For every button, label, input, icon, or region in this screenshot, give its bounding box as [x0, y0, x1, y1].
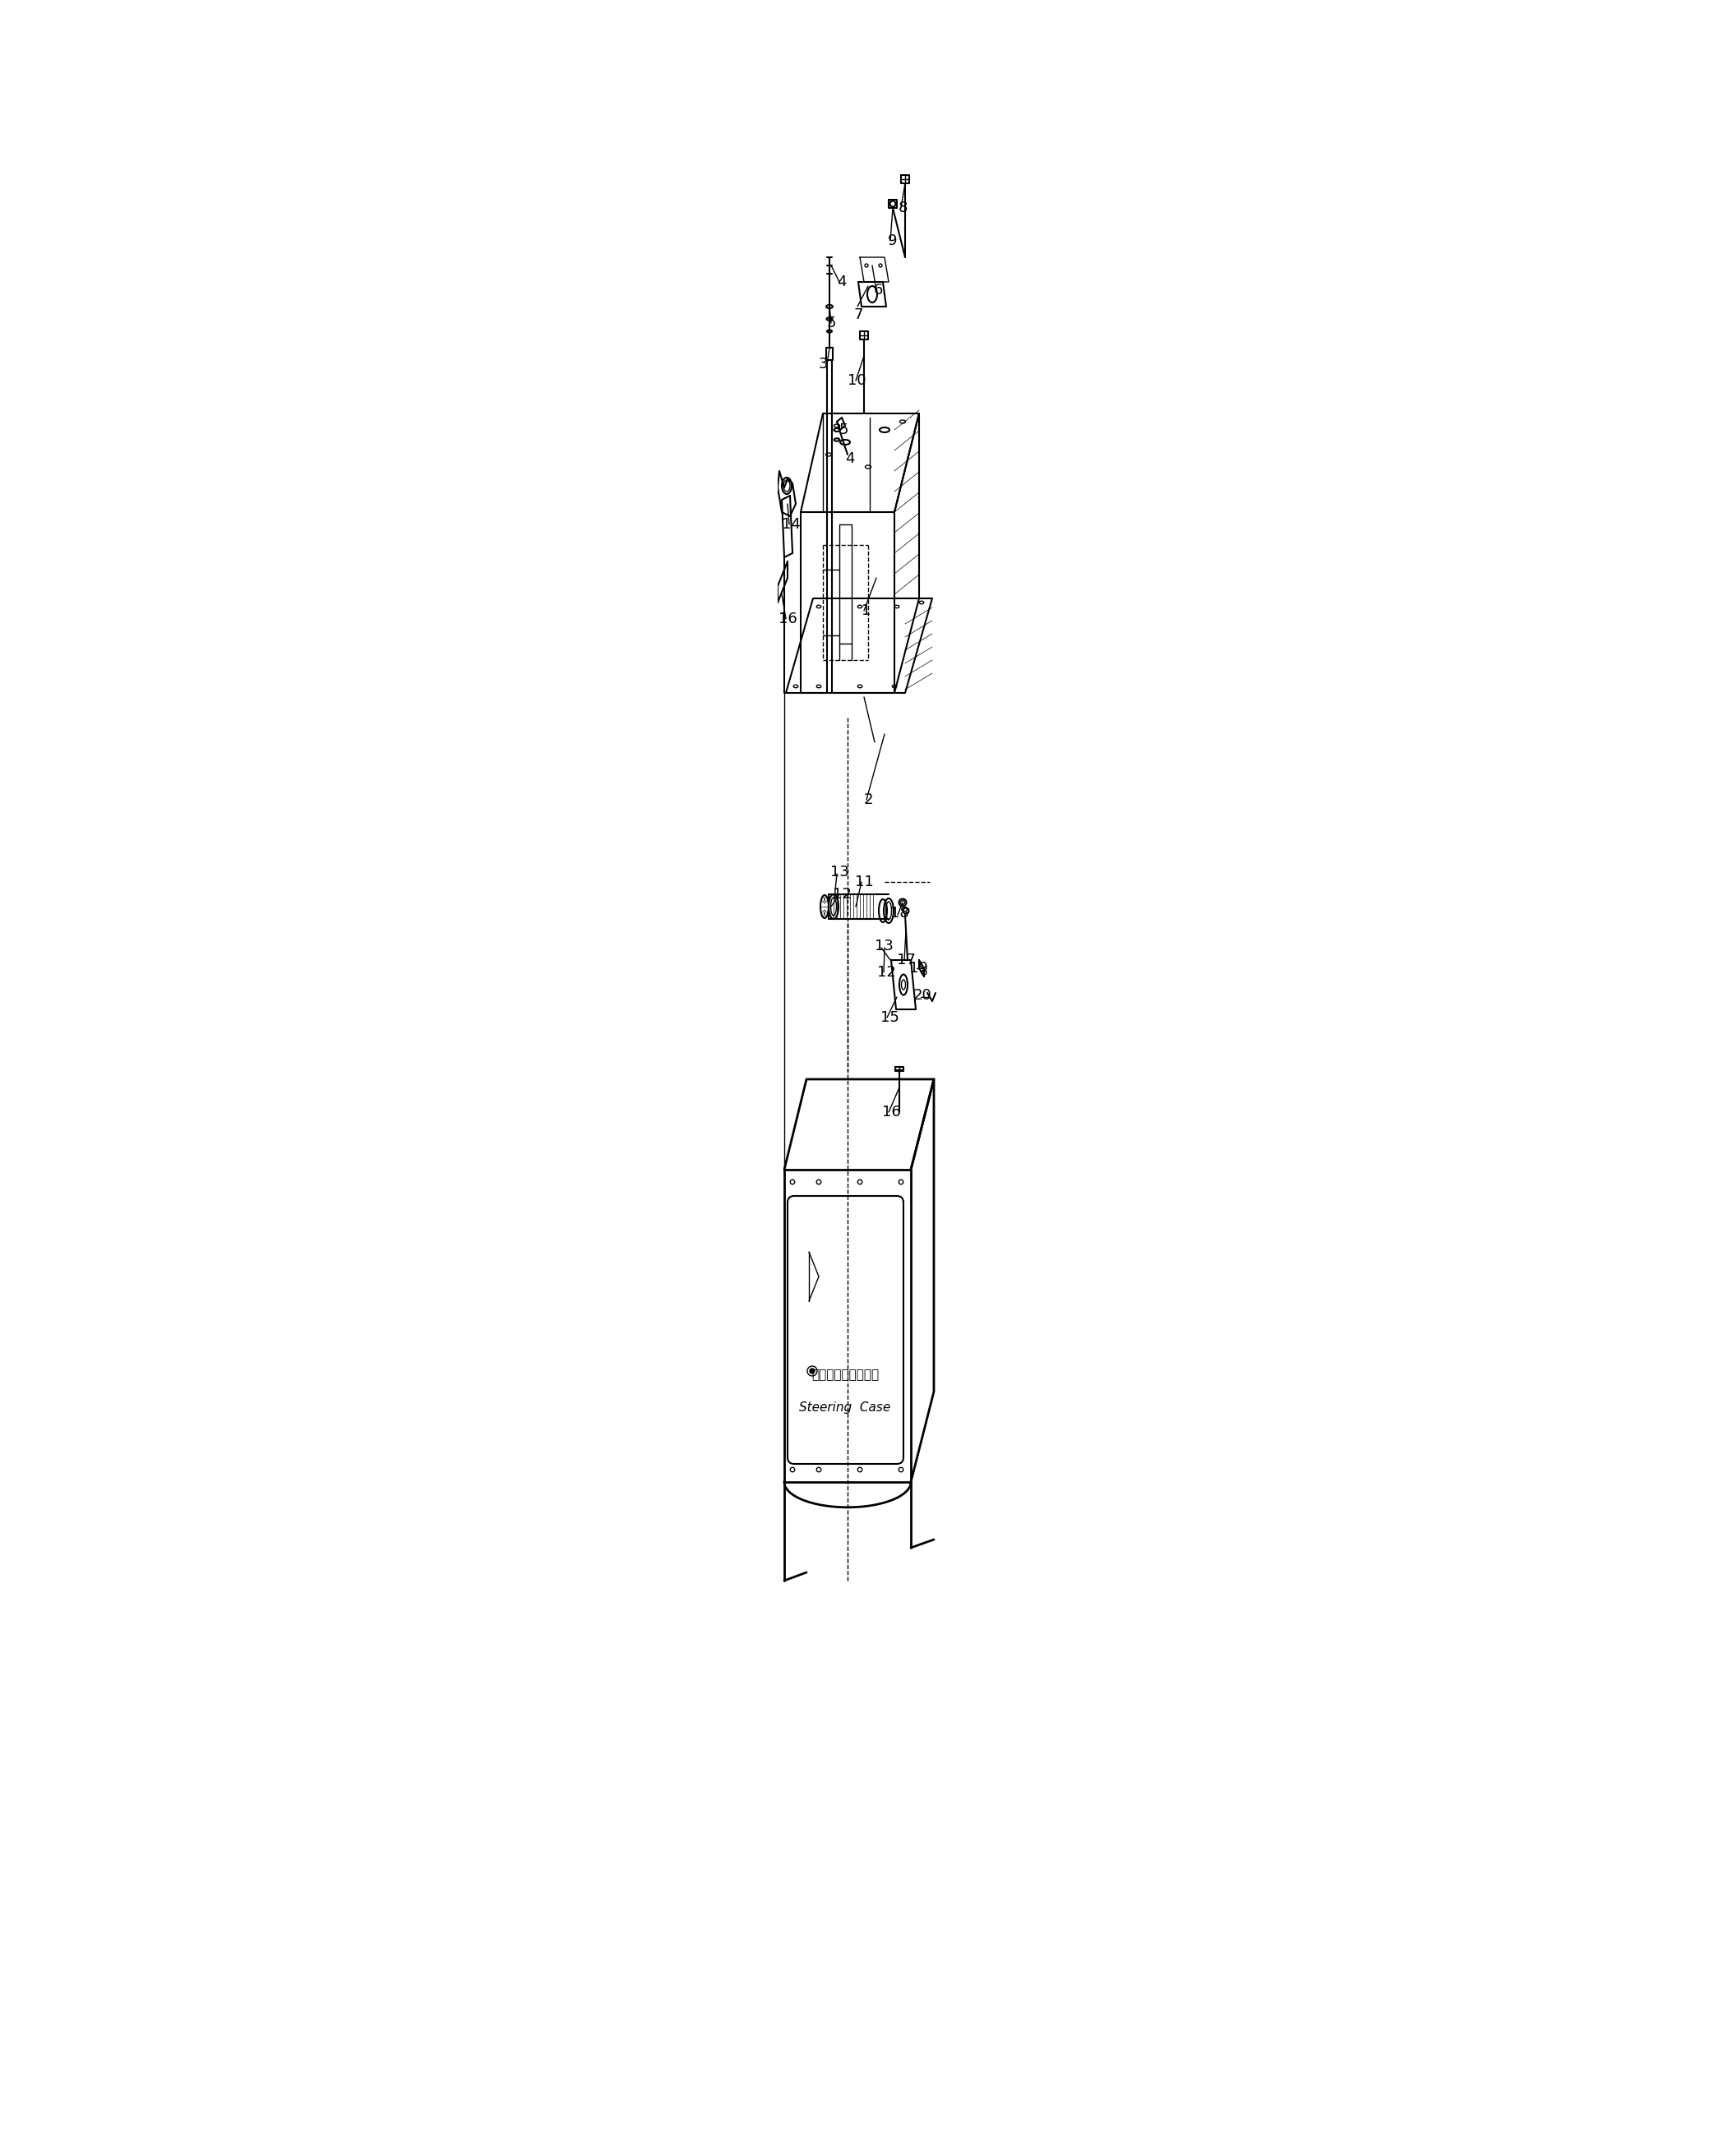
Text: 12: 12 — [876, 966, 895, 979]
Text: 5: 5 — [838, 423, 848, 438]
Text: 7: 7 — [854, 308, 862, 321]
Text: 14: 14 — [781, 517, 800, 533]
Text: 16: 16 — [881, 1104, 900, 1119]
Text: 9: 9 — [888, 233, 897, 248]
Text: Steering  Case: Steering Case — [800, 1401, 892, 1414]
Text: 10: 10 — [847, 373, 866, 388]
Text: 11: 11 — [855, 875, 873, 890]
Text: 13: 13 — [829, 865, 848, 880]
Ellipse shape — [810, 1369, 814, 1373]
Text: ステアリングケース: ステアリングケース — [812, 1369, 880, 1382]
Text: 8: 8 — [899, 201, 907, 216]
Text: 13: 13 — [874, 938, 893, 953]
Text: 6: 6 — [873, 282, 883, 298]
Text: 19: 19 — [909, 962, 928, 977]
Text: 17: 17 — [897, 953, 916, 968]
Text: 15: 15 — [880, 1011, 899, 1024]
Text: 1: 1 — [862, 604, 871, 619]
Text: 16: 16 — [778, 612, 797, 627]
Text: 20: 20 — [912, 987, 931, 1003]
Text: 5: 5 — [826, 315, 836, 330]
Text: 12: 12 — [833, 886, 852, 901]
Text: 3: 3 — [817, 356, 828, 371]
Text: 18: 18 — [890, 906, 909, 921]
Text: 4: 4 — [836, 274, 847, 289]
Text: 4: 4 — [845, 451, 855, 466]
Text: 2: 2 — [864, 793, 873, 806]
